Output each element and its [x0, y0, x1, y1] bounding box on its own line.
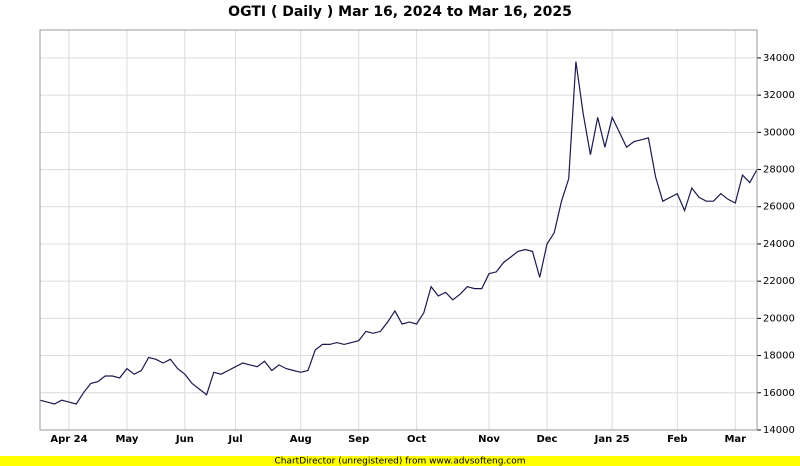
plot-area — [39, 29, 758, 431]
y-tick-label: 28000 — [763, 165, 795, 176]
x-tick-label: Mar — [724, 434, 746, 445]
y-tick-label: 34000 — [763, 53, 795, 64]
x-tick-label: Feb — [667, 434, 687, 445]
chart-title: OGTI ( Daily ) Mar 16, 2024 to Mar 16, 2… — [228, 4, 572, 20]
y-tick-label: 14000 — [763, 425, 795, 436]
x-tick-label: Jan 25 — [594, 434, 630, 445]
x-tick-label: May — [115, 434, 138, 445]
x-tick-label: Oct — [407, 434, 426, 445]
y-tick-label: 18000 — [763, 351, 795, 362]
footer-bar — [0, 456, 800, 466]
x-tick-label: Dec — [536, 434, 557, 445]
y-tick-label: 26000 — [763, 202, 795, 213]
y-tick-label: 16000 — [763, 388, 795, 399]
y-tick-label: 32000 — [763, 90, 795, 101]
x-tick-label: Sep — [348, 434, 369, 445]
x-tick-label: Aug — [290, 434, 312, 445]
y-tick-label: 22000 — [763, 276, 795, 287]
price-line — [39, 61, 758, 405]
y-tick-label: 30000 — [763, 127, 795, 138]
plot-border — [39, 29, 758, 431]
x-tick-label: Nov — [478, 434, 500, 445]
y-tick-label: 24000 — [763, 239, 795, 250]
x-tick-label: Jun — [175, 434, 194, 445]
x-tick-label: Apr 24 — [50, 434, 87, 445]
x-tick-label: Jul — [227, 434, 242, 445]
footer-text: ChartDirector (unregistered) from www.ad… — [274, 457, 525, 466]
y-tick-label: 20000 — [763, 313, 795, 324]
